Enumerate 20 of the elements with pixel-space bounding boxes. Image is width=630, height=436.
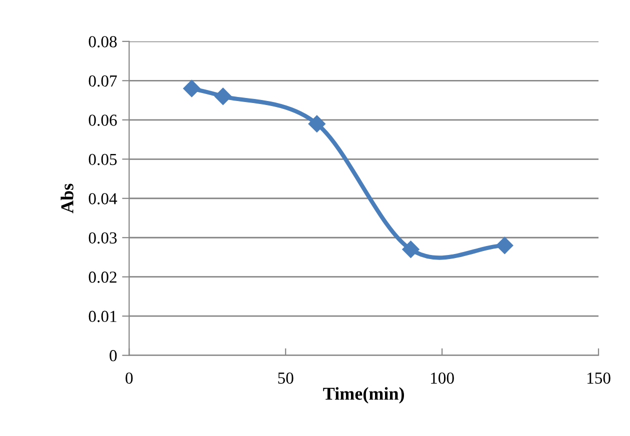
y-tick-label: 0.02	[88, 272, 116, 283]
y-tick-label: 0.04	[88, 193, 118, 204]
x-tick-label: 100	[431, 372, 454, 384]
point	[183, 80, 200, 98]
y-tick-label: 0.01	[88, 310, 116, 322]
x-tick-label: 50	[278, 372, 294, 384]
x-tick-label: 150	[587, 372, 610, 384]
y-tick-label: 0.06	[88, 114, 117, 126]
y-tick-label: 0	[110, 350, 117, 362]
x-axis-title: Time(min)	[323, 387, 404, 404]
point	[308, 115, 326, 132]
y-tick-label: 0.07	[88, 75, 117, 87]
x-tick-label: 0	[126, 372, 133, 384]
y-tick-label: 0.08	[88, 36, 117, 48]
point	[214, 88, 232, 105]
y-tick-label: 0.05	[88, 154, 117, 166]
y-tick-label: 0.03	[88, 232, 117, 244]
y-axis-title: Abs	[60, 184, 74, 214]
point	[496, 236, 514, 254]
point	[402, 240, 420, 258]
